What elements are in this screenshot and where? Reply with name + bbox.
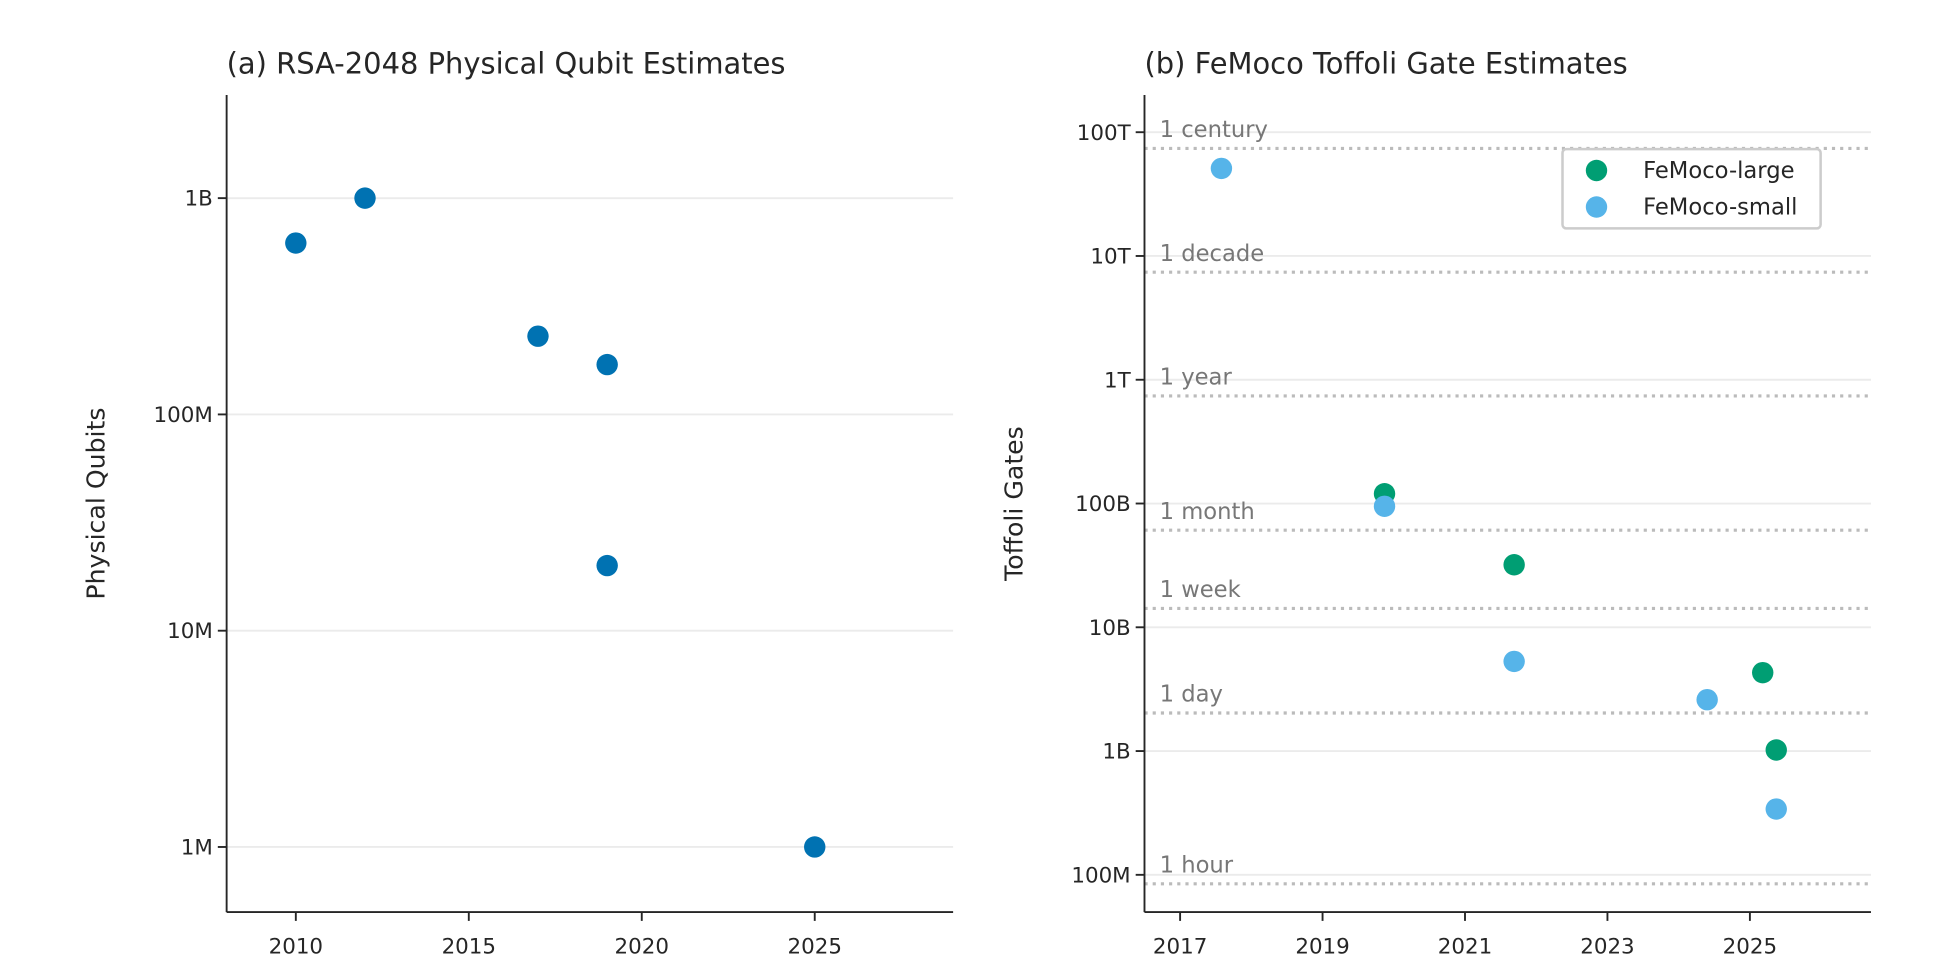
y-axis-label: Physical Qubits [82,407,111,599]
y-tick-label: 1T [1104,368,1132,393]
legend-marker [1585,196,1608,218]
y-tick-label: 100M [1071,863,1130,888]
reference-label: 1 week [1160,577,1242,603]
y-tick-label: 1B [184,187,212,212]
x-tick-label: 2021 [1438,935,1492,960]
point [285,232,307,254]
point [596,353,618,376]
x-tick-label: 2023 [1580,935,1634,960]
chart-title: (a) RSA-2048 Physical Qubit Estimates [227,47,786,81]
x-tick-label: 2019 [1295,935,1349,960]
reference-label: 1 month [1160,499,1255,525]
x-tick-label: 2025 [788,935,842,960]
point [1503,650,1525,673]
point [1503,554,1525,576]
y-tick-label: 10T [1090,245,1131,270]
y-tick-label: 10M [167,619,213,644]
legend-label: FeMoco-small [1643,195,1797,221]
point [1210,157,1233,180]
y-tick-label: 1B [1102,740,1130,765]
reference-label: 1 hour [1160,852,1234,878]
reference-label: 1 century [1160,117,1268,143]
point [804,836,826,858]
point [596,554,618,577]
x-tick-label: 2015 [442,935,496,960]
point [1696,688,1718,711]
point [1765,739,1787,761]
reference-label: 1 day [1160,682,1223,708]
legend-box [1561,147,1822,230]
y-tick-label: 100T [1077,121,1132,146]
legend-marker [1585,159,1608,182]
y-tick-label: 1M [181,836,213,861]
point [1765,798,1787,820]
y-tick-label: 100M [153,403,212,428]
reference-label: 1 decade [1160,241,1265,267]
reference-label: 1 year [1160,365,1233,391]
chart-title: (b) FeMoco Toffoli Gate Estimates [1144,47,1627,81]
x-tick-label: 2010 [269,935,323,960]
x-tick-label: 2017 [1153,935,1207,960]
y-tick-label: 100B [1075,492,1131,517]
point [1373,495,1396,517]
point [527,325,549,347]
x-tick-label: 2025 [1723,935,1777,960]
point [1752,661,1774,684]
legend-label: FeMoco-large [1643,158,1794,184]
y-tick-label: 10B [1089,616,1131,641]
x-tick-label: 2020 [615,935,669,960]
y-axis-label: Toffoli Gates [999,426,1028,582]
point [354,187,376,209]
